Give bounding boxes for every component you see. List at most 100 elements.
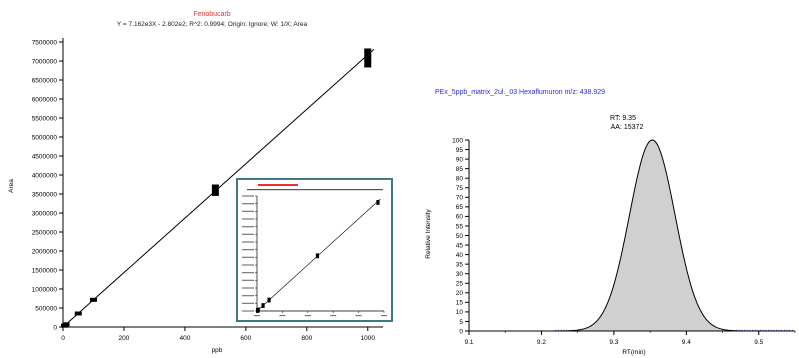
inset-equation-mark xyxy=(247,189,383,191)
calibration-chart: Fenobucarb Y = 7.162e3X - 2.802e2; R^2: … xyxy=(8,11,383,354)
calibration-x-tick-label: 600 xyxy=(240,335,251,342)
calibration-point xyxy=(364,48,372,68)
baseline-noise xyxy=(733,329,735,331)
baseline-noise xyxy=(751,329,753,331)
calibration-point xyxy=(62,322,70,327)
calibration-inset xyxy=(236,178,393,322)
inset-point xyxy=(261,303,265,308)
calibration-y-tick-label: 0 xyxy=(53,324,57,331)
calibration-point xyxy=(74,311,82,316)
chromatogram-chart: PEx_5ppb_matrix_2ul._03 Hexaflumuron m/z… xyxy=(425,89,796,356)
chromatogram-y-tick-label: 90 xyxy=(456,156,464,163)
baseline-noise xyxy=(781,329,783,331)
calibration-x-tick-label: 200 xyxy=(119,335,130,342)
calibration-y-tick-label: 7000000 xyxy=(32,58,58,65)
calibration-x-tick-label: 800 xyxy=(301,335,312,342)
calibration-y-tick-label: 500000 xyxy=(35,305,57,312)
chromatogram-y-tick-label: 75 xyxy=(456,185,464,192)
baseline-noise xyxy=(744,329,746,331)
chromatogram-y-tick-label: 45 xyxy=(456,242,464,249)
baseline-noise xyxy=(759,329,761,331)
peak-area-fill xyxy=(556,140,749,331)
chromatogram-y-tick-label: 25 xyxy=(456,281,464,288)
peak-area-annotation: AA: 15372 xyxy=(611,124,644,131)
calibration-x-tick-label: 1000 xyxy=(361,335,376,342)
chromatogram-x-tick-label: 9.1 xyxy=(464,339,473,346)
chromatogram-y-tick-label: 100 xyxy=(452,137,463,144)
calibration-y-tick-label: 2000000 xyxy=(32,248,58,255)
calibration-y-tick-label: 4500000 xyxy=(32,153,58,160)
inset-x-tick-label-mark xyxy=(304,315,311,317)
chromatogram-x-tick-label: 9.3 xyxy=(609,339,618,346)
baseline-noise xyxy=(738,329,740,331)
baseline-noise xyxy=(741,329,743,331)
calibration-y-tick-label: 5500000 xyxy=(32,115,58,122)
baseline-noise xyxy=(765,329,767,331)
baseline-noise xyxy=(757,329,759,331)
calibration-y-tick-label: 3500000 xyxy=(32,191,58,198)
calibration-y-tick-label: 1500000 xyxy=(32,267,58,274)
inset-y-tick-label-mark xyxy=(242,241,254,243)
inset-y-tick-label-mark xyxy=(242,249,254,251)
baseline-noise xyxy=(571,329,573,331)
inset-y-tick-label-mark xyxy=(242,256,254,258)
calibration-y-tick-label: 4000000 xyxy=(32,172,58,179)
inset-y-tick-label-mark xyxy=(242,226,254,228)
inset-y-tick-label-mark xyxy=(242,203,254,205)
baseline-noise xyxy=(775,329,777,331)
calibration-title: Fenobucarb xyxy=(193,11,230,18)
peak-rt-annotation: RT: 9.35 xyxy=(610,115,636,122)
baseline-noise xyxy=(773,329,775,331)
chromatogram-y-tick-label: 10 xyxy=(456,309,464,316)
calibration-y-tick-label: 3000000 xyxy=(32,210,58,217)
inset-x-tick-label-mark xyxy=(330,315,337,317)
chromatogram-y-tick-label: 35 xyxy=(456,261,464,268)
calibration-y-tick-label: 5000000 xyxy=(32,134,58,141)
peak-curve xyxy=(556,139,749,332)
inset-y-tick-label-mark xyxy=(242,210,254,212)
inset-point xyxy=(376,200,380,205)
chromatogram-y-tick-label: 40 xyxy=(456,252,464,259)
inset-y-tick-label-mark xyxy=(242,233,254,235)
calibration-y-tick-label: 2500000 xyxy=(32,229,58,236)
baseline-noise xyxy=(783,329,785,331)
inset-y-tick-label-mark xyxy=(242,218,254,220)
chromatogram-y-tick-label: 60 xyxy=(456,214,464,221)
inset-y-tick-label-mark xyxy=(242,264,254,266)
chromatogram-title: PEx_5ppb_matrix_2ul._03 Hexaflumuron m/z… xyxy=(435,89,605,96)
chromatogram-y-tick-label: 15 xyxy=(456,300,464,307)
chromatogram-x-tick-label: 9.2 xyxy=(537,339,546,346)
chromatogram-y-tick-label: 65 xyxy=(456,204,464,211)
inset-x-tick-label-mark xyxy=(279,315,286,317)
inset-x-tick-label-mark xyxy=(355,315,362,317)
baseline-noise xyxy=(558,329,560,331)
inset-x-tick-label-mark xyxy=(381,315,387,317)
baseline-noise xyxy=(754,329,756,331)
calibration-y-tick-label: 6500000 xyxy=(32,77,58,84)
chromatogram-y-tick-label: 20 xyxy=(456,290,464,297)
calibration-equation: Y = 7.162e3X - 2.802e2; R^2: 0.9994; Ori… xyxy=(117,21,308,28)
chromatogram-y-tick-label: 95 xyxy=(456,147,464,154)
baseline-noise xyxy=(566,329,568,331)
chromatogram-y-tick-label: 80 xyxy=(456,176,464,183)
baseline-noise xyxy=(791,329,793,331)
chromatogram-y-tick-label: 55 xyxy=(456,223,464,230)
calibration-x-tick-label: 400 xyxy=(179,335,190,342)
calibration-y-tick-label: 7500000 xyxy=(32,39,58,46)
chromatogram-y-axis-label: Relative Intensity xyxy=(425,209,432,259)
inset-frame xyxy=(236,178,393,322)
baseline-noise xyxy=(560,329,562,331)
chromatogram-y-tick-label: 0 xyxy=(459,328,463,335)
chromatogram-y-tick-label: 85 xyxy=(456,166,464,173)
inset-y-tick-label-mark xyxy=(242,272,254,274)
baseline-noise xyxy=(767,329,769,331)
calibration-x-axis-label: ppb xyxy=(212,347,223,354)
inset-title-mark xyxy=(258,184,298,186)
chromatogram-y-tick-label: 70 xyxy=(456,195,464,202)
inset-point xyxy=(256,307,260,313)
inset-point xyxy=(267,297,271,303)
chromatogram-x-tick-label: 9.4 xyxy=(682,339,691,346)
baseline-noise xyxy=(563,329,565,331)
inset-y-tick-label-mark xyxy=(242,295,254,297)
